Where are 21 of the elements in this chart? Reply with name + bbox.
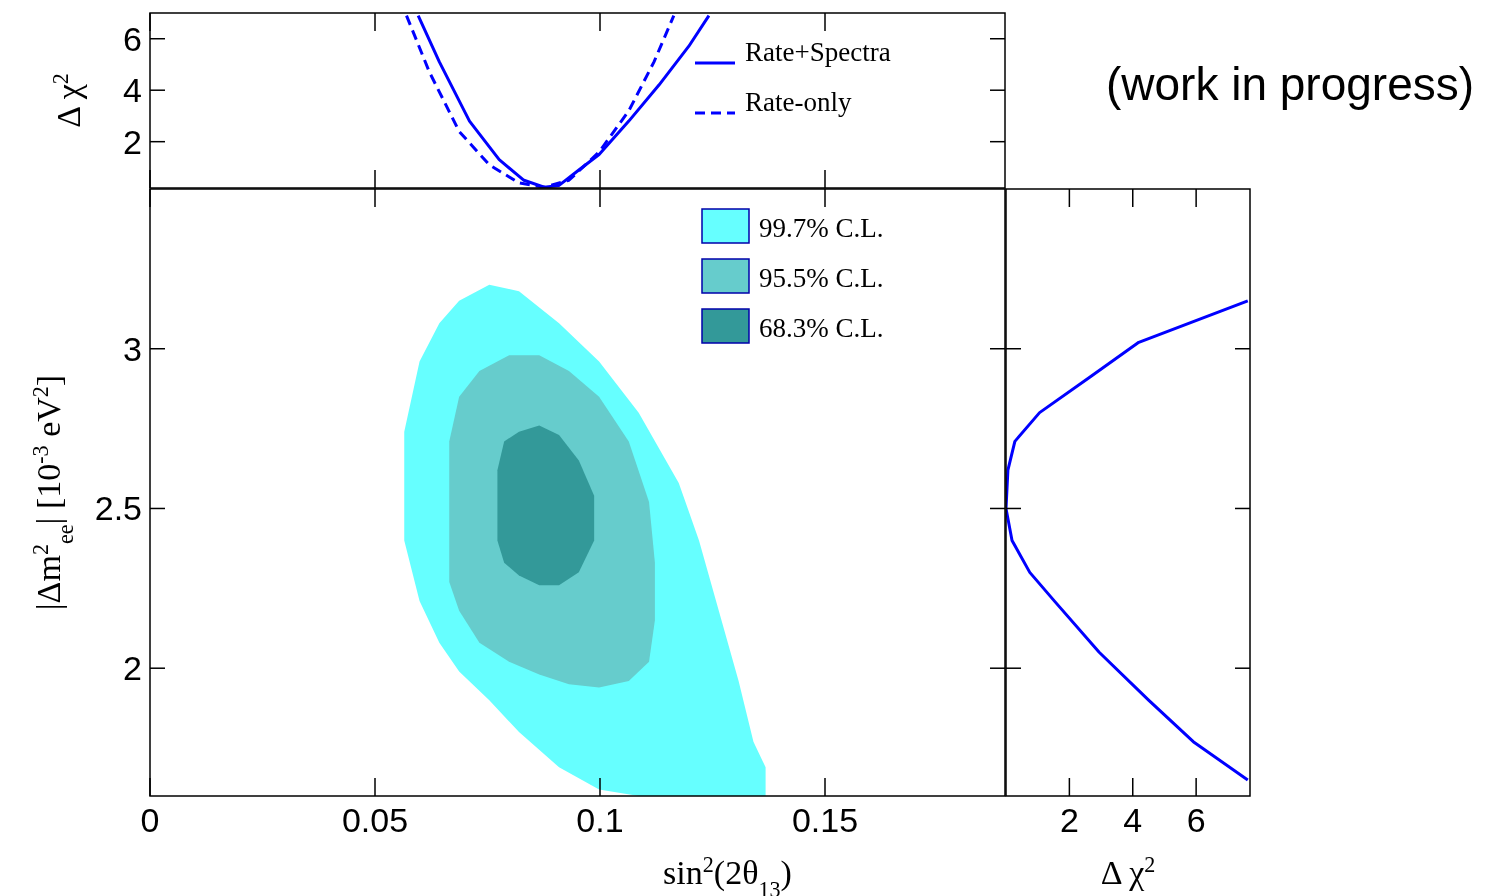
legend-label: 68.3% C.L. bbox=[759, 313, 884, 343]
x-tick-label: 0 bbox=[140, 801, 160, 839]
x-tick-label: 6 bbox=[1186, 801, 1206, 839]
x-tick-label: 2 bbox=[1059, 801, 1079, 839]
x-tick-label: 0.05 bbox=[341, 801, 409, 839]
text: (work in progress) bbox=[1105, 58, 1475, 110]
x-axis-title: Δ χ$^{2}$ bbox=[1100, 851, 1156, 891]
x-tick-label: 4 bbox=[1123, 801, 1143, 839]
y-tick-label: 2 bbox=[123, 122, 142, 161]
legend-label: 95.5% C.L. bbox=[759, 263, 884, 293]
x-tick-label: 0.15 bbox=[791, 801, 859, 839]
y-tick-label: 4 bbox=[123, 71, 142, 110]
legend-label: 99.7% C.L. bbox=[759, 213, 884, 243]
y-tick-label: 2 bbox=[123, 649, 142, 688]
legend-label: Rate+Spectra bbox=[745, 37, 891, 67]
y-tick-label: 6 bbox=[123, 19, 142, 58]
legend-label: Rate-only bbox=[745, 87, 852, 117]
y-tick-label: 2.5 bbox=[94, 489, 142, 528]
x-tick-label: 0.1 bbox=[576, 801, 624, 839]
y-tick-label: 3 bbox=[123, 329, 142, 368]
x-axis-title: sin$^{2}$(2θ$_{13}$) bbox=[663, 851, 792, 896]
